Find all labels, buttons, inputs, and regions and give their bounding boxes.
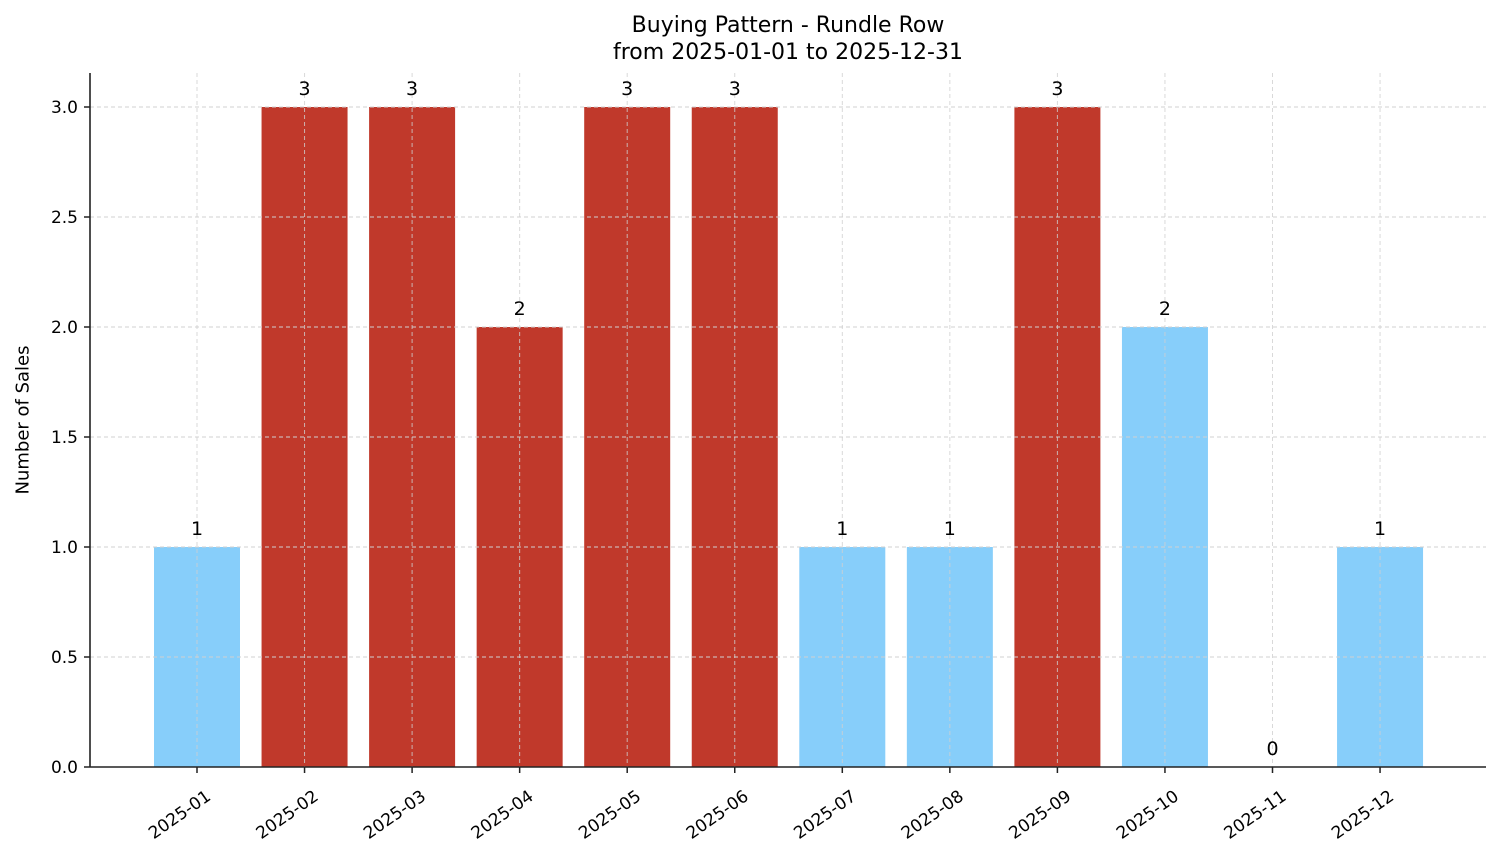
data-label: 1 [191,518,203,540]
data-label: 3 [729,78,741,100]
y-tick-label: 2.0 [51,318,78,338]
x-tick-label: 2025-06 [683,787,753,844]
data-label: 2 [514,298,526,320]
y-tick-label: 0.0 [51,758,78,778]
x-tick-label: 2025-02 [253,787,323,844]
y-tick-label: 1.0 [51,538,78,558]
y-tick-label: 3.0 [51,98,78,118]
data-label: 3 [406,78,418,100]
data-labels: 1 3 3 2 3 3 1 1 3 2 0 1 [191,78,1386,760]
chart-subtitle: from 2025-01-01 to 2025-12-31 [613,40,963,65]
x-tick-label: 2025-11 [1221,787,1291,844]
x-tick-label: 2025-05 [575,787,645,844]
data-label: 1 [944,518,956,540]
x-tick-label: 2025-01 [145,787,215,844]
y-tick-label: 1.5 [51,428,78,448]
x-tick-label: 2025-08 [898,787,968,844]
data-label: 0 [1266,738,1278,760]
x-tick-label: 2025-04 [468,787,538,844]
data-label: 1 [836,518,848,540]
y-tick-label: 0.5 [51,648,78,668]
x-tick-label: 2025-07 [790,787,860,844]
chart-title: Buying Pattern - Rundle Row [631,13,945,38]
data-label: 1 [1374,518,1386,540]
data-label: 2 [1159,298,1171,320]
data-label: 3 [621,78,633,100]
x-tick-label: 2025-12 [1328,787,1398,844]
x-tick-label: 2025-03 [360,787,430,844]
x-tick-label: 2025-09 [1005,787,1075,844]
data-label: 3 [1051,78,1063,100]
x-tick-label: 2025-10 [1113,787,1183,844]
data-label: 3 [299,78,311,100]
y-tick-label: 2.5 [51,208,78,228]
